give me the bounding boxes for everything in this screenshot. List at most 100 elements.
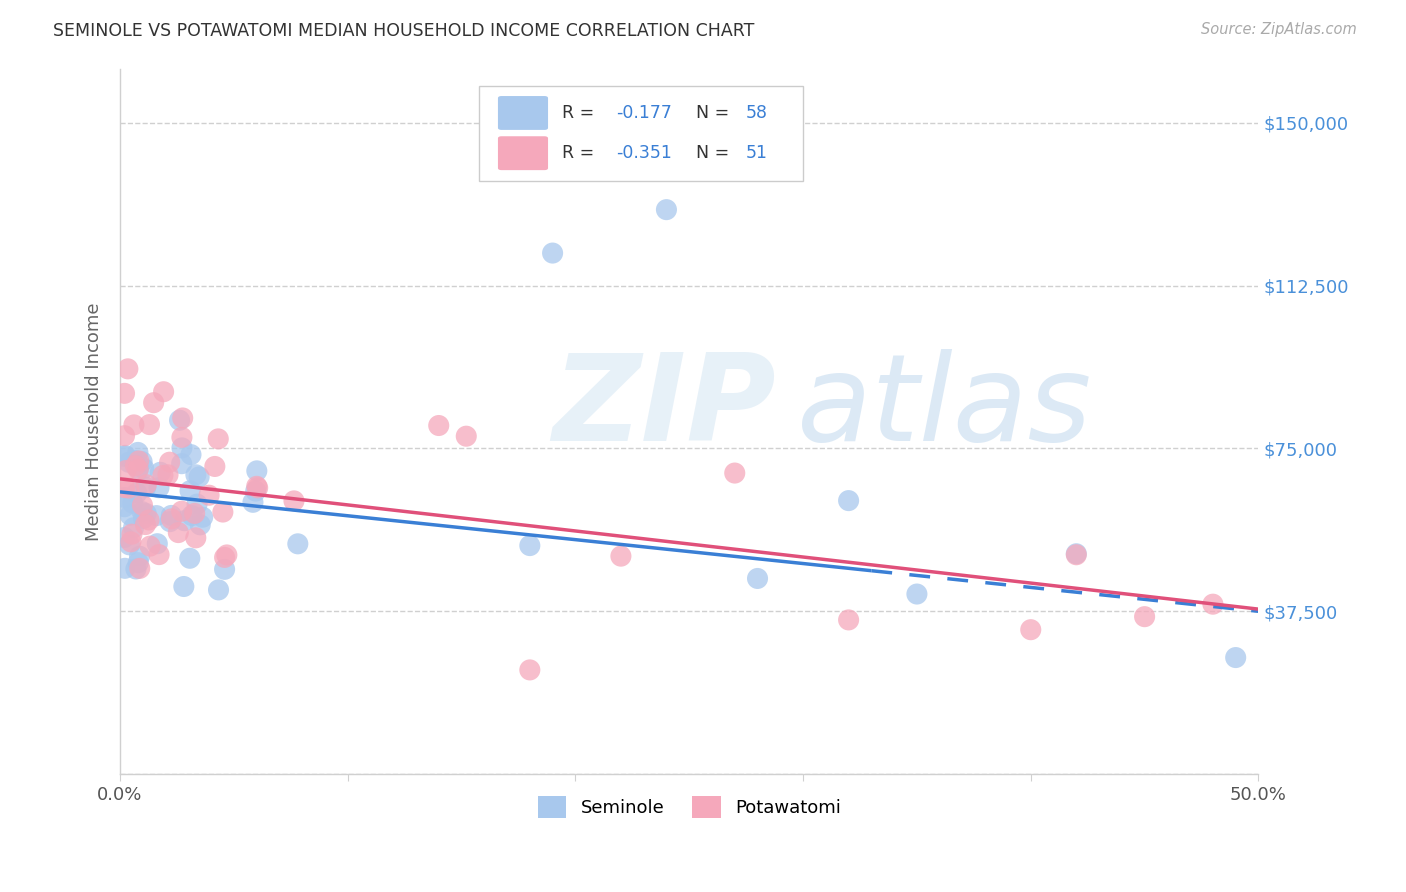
Point [128, 454, 150, 468]
Point [121, 496, 143, 510]
Point [135, 480, 157, 494]
Text: -0.177: -0.177 [616, 104, 672, 122]
Point [1225, 650, 1247, 665]
Point [135, 507, 157, 521]
Point [139, 539, 162, 553]
Point [114, 450, 136, 464]
Point [838, 613, 860, 627]
Point [214, 550, 236, 565]
Legend: Seminole, Potawatomi: Seminole, Potawatomi [530, 789, 848, 825]
FancyBboxPatch shape [498, 136, 548, 170]
Point [125, 486, 148, 500]
Point [118, 481, 141, 495]
Point [121, 527, 143, 541]
Point [131, 454, 153, 468]
Point [122, 521, 145, 535]
Point [519, 663, 541, 677]
FancyBboxPatch shape [498, 96, 548, 130]
Point [173, 514, 195, 528]
Point [124, 458, 146, 473]
Point [519, 539, 541, 553]
Point [120, 534, 142, 549]
Point [183, 507, 205, 521]
Text: Source: ZipAtlas.com: Source: ZipAtlas.com [1201, 22, 1357, 37]
Text: N =: N = [696, 145, 735, 162]
Point [148, 548, 170, 562]
Point [905, 587, 928, 601]
Point [427, 418, 450, 433]
Point [655, 202, 678, 217]
Text: 58: 58 [747, 104, 768, 122]
Point [160, 508, 183, 523]
Point [131, 498, 153, 512]
Point [214, 562, 236, 576]
Point [188, 517, 211, 532]
Point [169, 413, 191, 427]
Point [287, 537, 309, 551]
Point [146, 537, 169, 551]
Text: SEMINOLE VS POTAWATOMI MEDIAN HOUSEHOLD INCOME CORRELATION CHART: SEMINOLE VS POTAWATOMI MEDIAN HOUSEHOLD … [53, 22, 755, 40]
Point [159, 455, 181, 469]
Point [188, 470, 211, 484]
Point [127, 461, 149, 475]
Point [179, 551, 201, 566]
Point [127, 445, 149, 459]
Point [610, 549, 633, 563]
Text: R =: R = [562, 104, 599, 122]
Point [128, 549, 150, 564]
Point [724, 466, 747, 480]
Point [283, 494, 305, 508]
Point [135, 477, 157, 491]
Point [179, 483, 201, 498]
Point [127, 462, 149, 476]
Point [114, 481, 136, 495]
Point [148, 481, 170, 495]
Point [207, 432, 229, 446]
Point [204, 459, 226, 474]
Point [1019, 623, 1042, 637]
Text: R =: R = [562, 145, 599, 162]
Point [173, 580, 195, 594]
Text: ZIP: ZIP [553, 349, 776, 466]
Point [152, 468, 174, 483]
Point [1133, 609, 1156, 624]
Point [142, 395, 165, 409]
Point [170, 504, 193, 518]
Point [198, 488, 221, 502]
Point [246, 464, 269, 478]
Point [120, 508, 142, 523]
Point [180, 448, 202, 462]
Point [747, 571, 769, 585]
Point [125, 453, 148, 467]
Point [242, 495, 264, 509]
Point [145, 508, 167, 523]
Point [131, 505, 153, 519]
Point [114, 491, 136, 505]
Point [1066, 548, 1088, 562]
Point [191, 510, 214, 524]
Point [215, 548, 238, 562]
Text: atlas: atlas [797, 349, 1092, 466]
Point [115, 464, 138, 478]
Point [1202, 597, 1225, 611]
Point [156, 467, 179, 482]
Text: -0.351: -0.351 [616, 145, 672, 162]
Point [207, 582, 229, 597]
Point [172, 411, 194, 425]
Point [114, 428, 136, 442]
Point [125, 562, 148, 576]
Point [186, 497, 208, 511]
Point [245, 484, 267, 499]
Point [184, 531, 207, 545]
Point [114, 386, 136, 401]
Point [1066, 547, 1088, 561]
Point [181, 508, 204, 523]
Point [114, 531, 136, 545]
Point [114, 500, 136, 514]
Point [114, 561, 136, 575]
Point [114, 449, 136, 463]
Point [138, 417, 160, 432]
Point [170, 430, 193, 444]
Point [149, 465, 172, 479]
Point [541, 246, 564, 260]
